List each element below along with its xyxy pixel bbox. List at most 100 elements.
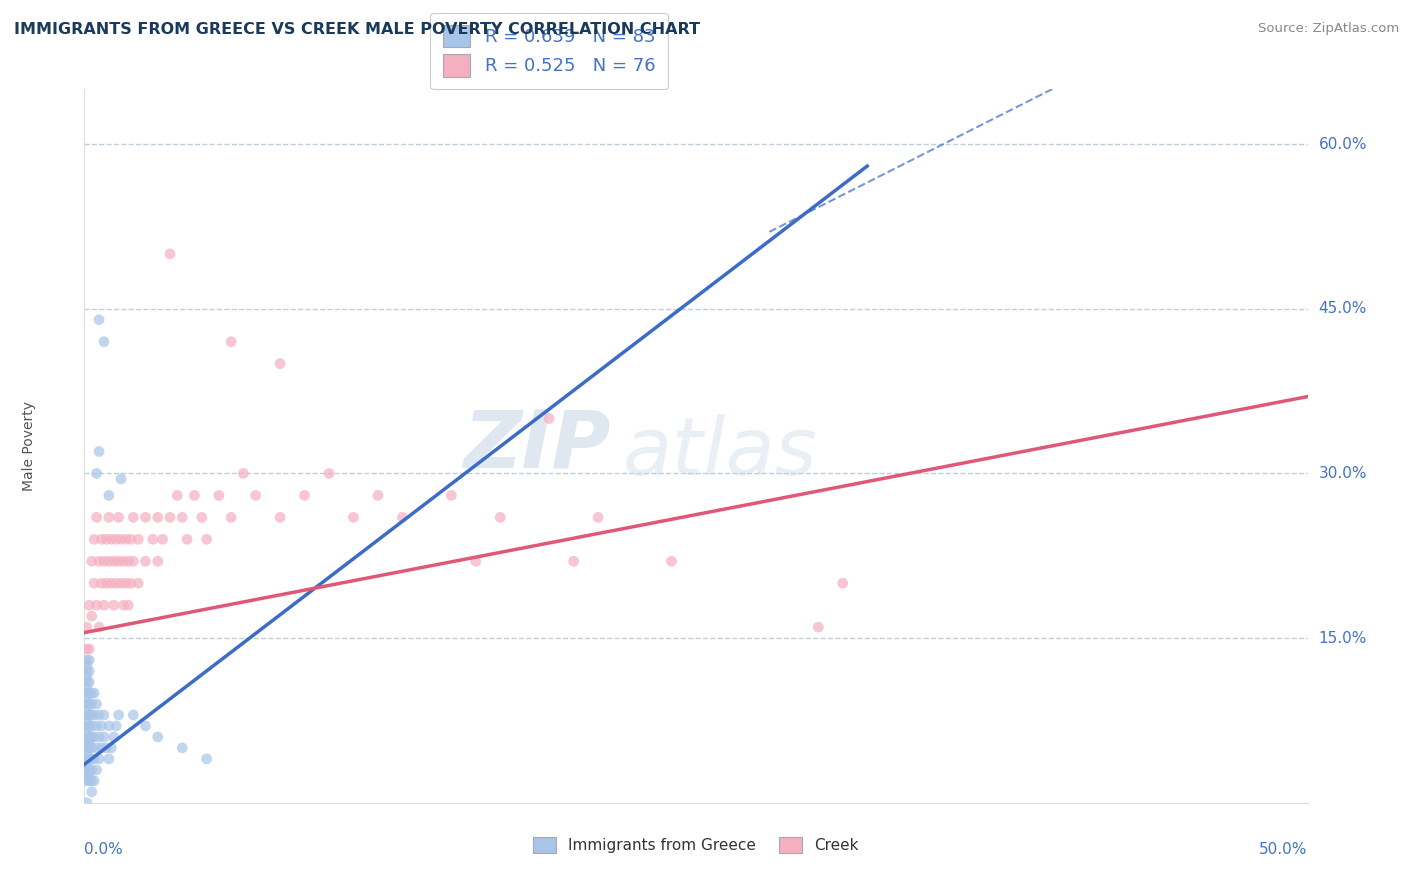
Point bbox=[172, 740, 194, 755]
Legend: Immigrants from Greece, Creek: Immigrants from Greece, Creek bbox=[527, 831, 865, 859]
Point bbox=[661, 554, 683, 568]
Point bbox=[77, 752, 100, 766]
Point bbox=[96, 576, 118, 591]
Point bbox=[83, 730, 105, 744]
Point bbox=[77, 642, 100, 657]
Text: 50.0%: 50.0% bbox=[1260, 842, 1308, 857]
Point bbox=[117, 554, 139, 568]
Point bbox=[87, 620, 110, 634]
Text: IMMIGRANTS FROM GREECE VS CREEK MALE POVERTY CORRELATION CHART: IMMIGRANTS FROM GREECE VS CREEK MALE POV… bbox=[14, 22, 700, 37]
Point bbox=[122, 708, 145, 723]
Point bbox=[110, 472, 132, 486]
Point bbox=[342, 510, 364, 524]
Point bbox=[135, 510, 157, 524]
Point bbox=[269, 510, 291, 524]
Point bbox=[80, 785, 103, 799]
Point bbox=[93, 730, 115, 744]
Point bbox=[77, 708, 100, 723]
Point bbox=[77, 653, 100, 667]
Point bbox=[831, 576, 853, 591]
Point bbox=[80, 740, 103, 755]
Point bbox=[76, 691, 98, 706]
Point bbox=[97, 719, 120, 733]
Point bbox=[90, 533, 112, 547]
Point bbox=[112, 598, 135, 612]
Point bbox=[538, 411, 561, 425]
Point bbox=[90, 576, 112, 591]
Point bbox=[76, 653, 98, 667]
Point bbox=[97, 510, 120, 524]
Point bbox=[105, 576, 128, 591]
Point bbox=[93, 598, 115, 612]
Point bbox=[122, 510, 145, 524]
Point bbox=[86, 598, 108, 612]
Point bbox=[80, 763, 103, 777]
Point bbox=[83, 773, 105, 788]
Point bbox=[269, 357, 291, 371]
Point bbox=[208, 488, 231, 502]
Point bbox=[83, 686, 105, 700]
Point bbox=[103, 598, 125, 612]
Point bbox=[127, 576, 149, 591]
Point bbox=[93, 334, 115, 349]
Point bbox=[117, 598, 139, 612]
Point bbox=[90, 740, 112, 755]
Point bbox=[464, 554, 486, 568]
Text: 60.0%: 60.0% bbox=[1319, 136, 1367, 152]
Point bbox=[120, 533, 142, 547]
Point bbox=[586, 510, 609, 524]
Point bbox=[76, 681, 98, 695]
Point bbox=[76, 740, 98, 755]
Point bbox=[122, 554, 145, 568]
Point bbox=[97, 554, 120, 568]
Point bbox=[232, 467, 254, 481]
Text: 30.0%: 30.0% bbox=[1319, 466, 1367, 481]
Point bbox=[77, 735, 100, 749]
Text: ZIP: ZIP bbox=[463, 407, 610, 485]
Point bbox=[77, 664, 100, 678]
Point bbox=[80, 609, 103, 624]
Point bbox=[97, 488, 120, 502]
Point bbox=[87, 554, 110, 568]
Point bbox=[159, 247, 181, 261]
Point bbox=[76, 724, 98, 739]
Point bbox=[86, 510, 108, 524]
Point bbox=[103, 730, 125, 744]
Point bbox=[176, 533, 198, 547]
Text: Male Poverty: Male Poverty bbox=[22, 401, 37, 491]
Point bbox=[83, 708, 105, 723]
Point bbox=[80, 730, 103, 744]
Point bbox=[159, 510, 181, 524]
Point bbox=[100, 576, 122, 591]
Point bbox=[76, 620, 98, 634]
Point bbox=[76, 686, 98, 700]
Point bbox=[115, 533, 138, 547]
Point bbox=[219, 510, 242, 524]
Point bbox=[219, 334, 242, 349]
Point bbox=[77, 730, 100, 744]
Point bbox=[110, 533, 132, 547]
Point bbox=[87, 708, 110, 723]
Point bbox=[146, 510, 169, 524]
Point bbox=[107, 554, 129, 568]
Point bbox=[135, 719, 157, 733]
Point bbox=[146, 554, 169, 568]
Point bbox=[294, 488, 316, 502]
Point bbox=[77, 768, 100, 782]
Point bbox=[83, 576, 105, 591]
Point bbox=[83, 752, 105, 766]
Point bbox=[183, 488, 205, 502]
Point bbox=[77, 719, 100, 733]
Point bbox=[146, 730, 169, 744]
Point bbox=[76, 697, 98, 711]
Point bbox=[76, 675, 98, 690]
Point bbox=[76, 730, 98, 744]
Point bbox=[195, 752, 218, 766]
Point bbox=[86, 740, 108, 755]
Point bbox=[77, 675, 100, 690]
Point bbox=[110, 576, 132, 591]
Point bbox=[77, 697, 100, 711]
Point bbox=[367, 488, 389, 502]
Point bbox=[489, 510, 512, 524]
Point bbox=[77, 598, 100, 612]
